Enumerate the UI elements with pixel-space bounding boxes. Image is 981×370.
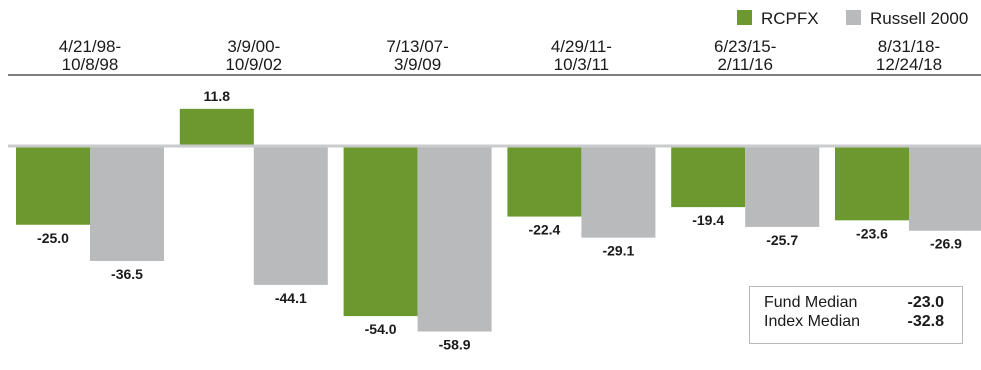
- value-label-fund-0: -25.0: [37, 230, 69, 246]
- bar-fund-1: [179, 108, 254, 146]
- category-label-3-line-0: 4/29/11-: [551, 37, 612, 56]
- category-label-5-line-1: 12/24/18: [876, 55, 942, 74]
- category-label-4-line-0: 6/23/15-: [714, 37, 776, 56]
- legend-label-index: Russell 2000: [870, 9, 968, 28]
- value-label-index-1: -44.1: [275, 290, 307, 306]
- bar-fund-5: [835, 146, 909, 221]
- bar-fund-0: [16, 146, 90, 225]
- value-label-fund-3: -22.4: [528, 222, 560, 238]
- bar-index-4: [745, 146, 820, 227]
- value-label-index-4: -25.7: [766, 232, 798, 248]
- bar-fund-2: [343, 146, 418, 317]
- category-label-1-line-0: 3/9/00-: [227, 37, 280, 56]
- index-median-label: Index Median: [764, 313, 861, 330]
- bar-index-5: [909, 146, 981, 231]
- category-label-1-line-1: 10/9/02: [225, 55, 282, 74]
- category-label-2-line-1: 3/9/09: [394, 55, 441, 74]
- fund-median-row: Fund Median -23.0: [764, 294, 944, 314]
- bar-index-0: [90, 146, 164, 261]
- fund-median-value: -23.0: [907, 294, 944, 311]
- value-label-index-2: -58.9: [439, 337, 471, 353]
- category-label-3-line-1: 10/3/11: [554, 55, 609, 74]
- bar-index-3: [581, 146, 656, 238]
- value-labels: -25.0 -36.5 11.8 -44.1 -54.0 -58.9 -22.4 -29.1 -…: [37, 88, 962, 353]
- value-label-fund-2: -54.0: [365, 321, 397, 337]
- category-label-0-line-1: 10/8/98: [62, 55, 119, 74]
- value-label-index-3: -29.1: [602, 243, 634, 259]
- bar-index-1: [253, 146, 328, 285]
- bar-index-2: [417, 146, 492, 332]
- legend-swatch-index: [846, 10, 861, 25]
- fund-median-label: Fund Median: [764, 294, 858, 311]
- value-label-index-5: -26.9: [930, 236, 962, 252]
- index-median-row: Index Median -32.8: [764, 313, 944, 333]
- category-label-5-line-0: 8/31/18-: [878, 37, 940, 56]
- legend-label-fund: RCPFX: [761, 9, 819, 28]
- value-label-fund-1: 11.8: [204, 88, 231, 104]
- value-label-fund-4: -19.4: [692, 212, 724, 228]
- value-label-fund-5: -23.6: [856, 225, 888, 241]
- value-label-index-0: -36.5: [111, 266, 143, 282]
- bars: [16, 108, 981, 332]
- category-labels: 4/21/98-10/8/98 3/9/00-10/9/02 7/13/07-3/9…: [59, 37, 942, 74]
- bar-fund-3: [507, 146, 582, 217]
- category-label-2-line-0: 7/13/07-: [386, 37, 448, 56]
- median-summary-box: Fund Median -23.0 Index Median -32.8: [749, 286, 963, 344]
- legend: RCPFX Russell 2000: [737, 9, 968, 28]
- category-label-0-line-0: 4/21/98-: [59, 37, 121, 56]
- index-median-value: -32.8: [907, 313, 944, 330]
- legend-swatch-fund: [737, 10, 752, 25]
- bar-fund-4: [671, 146, 746, 208]
- category-label-4-line-1: 2/11/16: [717, 55, 772, 74]
